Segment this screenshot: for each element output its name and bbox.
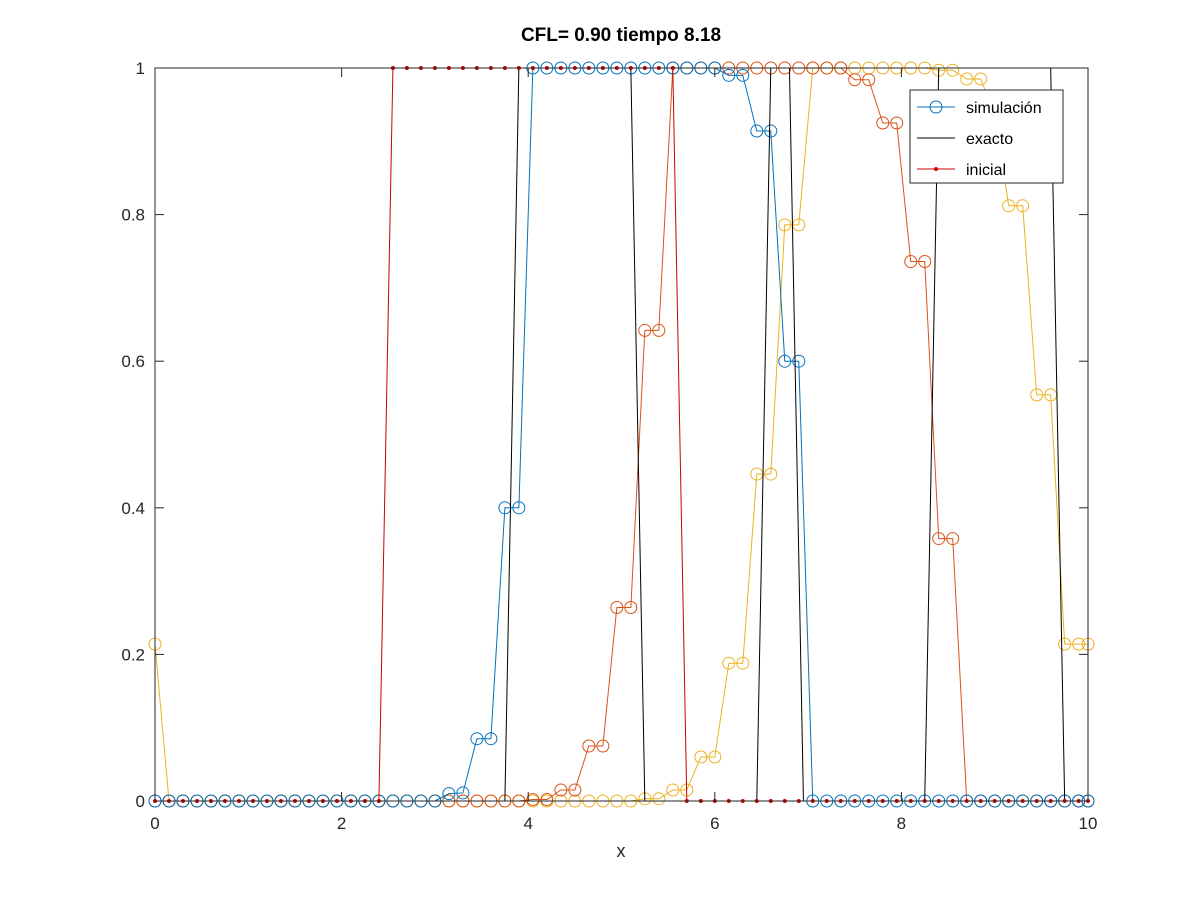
y-tick-label: 1 xyxy=(136,59,145,78)
data-point-simulation-2 xyxy=(554,783,568,797)
legend-marker-simulacion xyxy=(929,100,943,114)
x-tick-label: 4 xyxy=(523,814,532,833)
x-tick-label: 6 xyxy=(710,814,719,833)
data-point-simulation xyxy=(750,124,764,138)
data-point-simulation-2 xyxy=(638,323,652,337)
legend-entry-inicial: inicial xyxy=(917,162,1006,179)
data-point-simulation-3 xyxy=(694,750,708,764)
data-point-simulation-2 xyxy=(862,73,876,87)
data-point-simulation-2 xyxy=(848,73,862,87)
data-point-simulation xyxy=(512,501,526,515)
data-point-simulation xyxy=(764,124,778,138)
x-tick-label: 2 xyxy=(337,814,346,833)
data-point-simulation-2 xyxy=(946,532,960,546)
data-point-simulation-3 xyxy=(974,72,988,86)
data-point-simulation xyxy=(470,732,484,746)
data-point-simulation-2 xyxy=(582,739,596,753)
data-point-simulation-3 xyxy=(736,656,750,670)
x-tick-label: 10 xyxy=(1079,814,1098,833)
data-point-simulation-2 xyxy=(610,600,624,614)
data-point-simulation-2 xyxy=(904,255,918,269)
legend-label-simulacion: simulación xyxy=(966,100,1042,117)
x-axis-label: x xyxy=(617,841,626,861)
y-tick-label: 0.8 xyxy=(121,206,145,225)
legend-marker-inicial xyxy=(934,167,938,171)
data-point-simulation-3 xyxy=(652,792,666,806)
data-point-simulation xyxy=(736,68,750,82)
y-tick-label: 0.2 xyxy=(121,645,145,664)
data-point-simulation-3 xyxy=(708,750,722,764)
legend-label-exacto: exacto xyxy=(966,131,1013,148)
data-point-simulation-3 xyxy=(666,783,680,797)
data-point-simulation-3 xyxy=(1072,637,1086,651)
data-point-simulation-3 xyxy=(778,218,792,232)
data-point-simulation xyxy=(778,354,792,368)
data-point-simulation-3 xyxy=(1002,199,1016,213)
legend: simulación exacto inicial xyxy=(909,89,1064,184)
data-point-simulation-2 xyxy=(876,116,890,130)
data-point-simulation-3 xyxy=(1016,199,1030,213)
data-point-simulation xyxy=(792,354,806,368)
data-point-simulation-3 xyxy=(722,656,736,670)
data-point-simulation-2 xyxy=(596,739,610,753)
data-point-simulation-2 xyxy=(890,116,904,130)
data-point-simulation xyxy=(456,786,470,800)
data-point-simulation-3 xyxy=(946,63,960,77)
data-point-simulation-2 xyxy=(652,323,666,337)
data-point-simulation-3 xyxy=(764,467,778,481)
y-tick-label: 0 xyxy=(136,792,145,811)
data-point-simulation xyxy=(442,787,456,801)
data-point-simulation-2 xyxy=(526,793,540,807)
data-point-simulation xyxy=(484,732,498,746)
data-point-simulation-2 xyxy=(540,793,554,807)
data-point-simulation-3 xyxy=(1058,637,1072,651)
chart-title: CFL= 0.90 tiempo 8.18 xyxy=(521,25,721,46)
legend-entry-simulacion: simulación xyxy=(917,100,1042,117)
x-tick-label: 0 xyxy=(150,814,159,833)
legend-label-inicial: inicial xyxy=(966,162,1006,179)
data-point-simulation xyxy=(722,68,736,82)
axis-ticks: 0 2 4 6 8 10 0 0.2 0.4 0.6 0.8 1 xyxy=(121,59,1097,833)
data-point-simulation-2 xyxy=(568,783,582,797)
legend-entry-exacto: exacto xyxy=(917,131,1013,148)
data-point-simulation-3 xyxy=(960,72,974,86)
axes-box xyxy=(154,67,1089,802)
data-point-simulation-3 xyxy=(1030,388,1044,402)
data-point-simulation-2 xyxy=(918,255,932,269)
x-tick-label: 8 xyxy=(897,814,906,833)
data-point-simulation-2 xyxy=(624,600,638,614)
y-tick-label: 0.4 xyxy=(121,499,145,518)
y-tick-label: 0.6 xyxy=(121,352,145,371)
data-point-simulation-2 xyxy=(932,532,946,546)
